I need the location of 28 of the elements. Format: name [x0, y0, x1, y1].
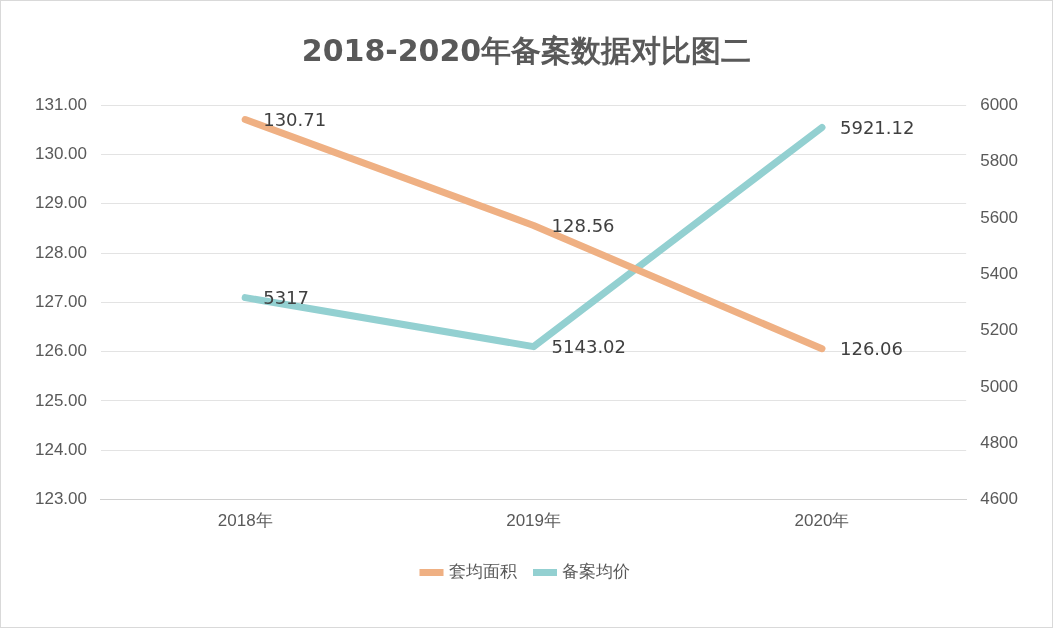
data-label: 5921.12: [839, 117, 915, 139]
x-tick-label: 2020年: [794, 511, 850, 531]
y2-tick-label: 6000: [980, 94, 1019, 114]
y2-tick-label: 5600: [980, 207, 1019, 227]
x-tick-label: 2018年: [217, 511, 273, 531]
y-tick-label: 127.00: [35, 292, 87, 312]
y-tick-label: 129.00: [35, 193, 87, 213]
data-label: 128.56: [551, 215, 615, 237]
y2-tick-label: 5400: [980, 263, 1019, 283]
legend-label: 套均面积: [448, 562, 517, 582]
y-tick-label: 126.00: [35, 341, 87, 361]
chart-title: 2018-2020年备案数据对比图二: [300, 32, 753, 70]
x-tick-label: 2019年: [506, 511, 561, 531]
y2-tick-label: 5200: [980, 320, 1019, 340]
y2-tick-label: 5800: [980, 151, 1019, 171]
y-tick-label: 128.00: [35, 242, 87, 262]
y-tick-label: 125.00: [35, 390, 87, 410]
y2-tick-label: 4800: [980, 432, 1019, 452]
y-tick-label: 131.00: [35, 94, 87, 114]
y2-tick-label: 4600: [980, 489, 1019, 509]
legend-label: 备案均价: [562, 562, 630, 582]
y-tick-label: 123.00: [35, 489, 87, 509]
y-tick-label: 124.00: [35, 439, 87, 459]
data-label: 5143.02: [551, 336, 627, 358]
y2-tick-label: 5000: [980, 376, 1019, 396]
data-label: 130.71: [263, 109, 327, 131]
data-label: 126.06: [839, 338, 903, 360]
y-tick-label: 130.00: [35, 144, 87, 164]
